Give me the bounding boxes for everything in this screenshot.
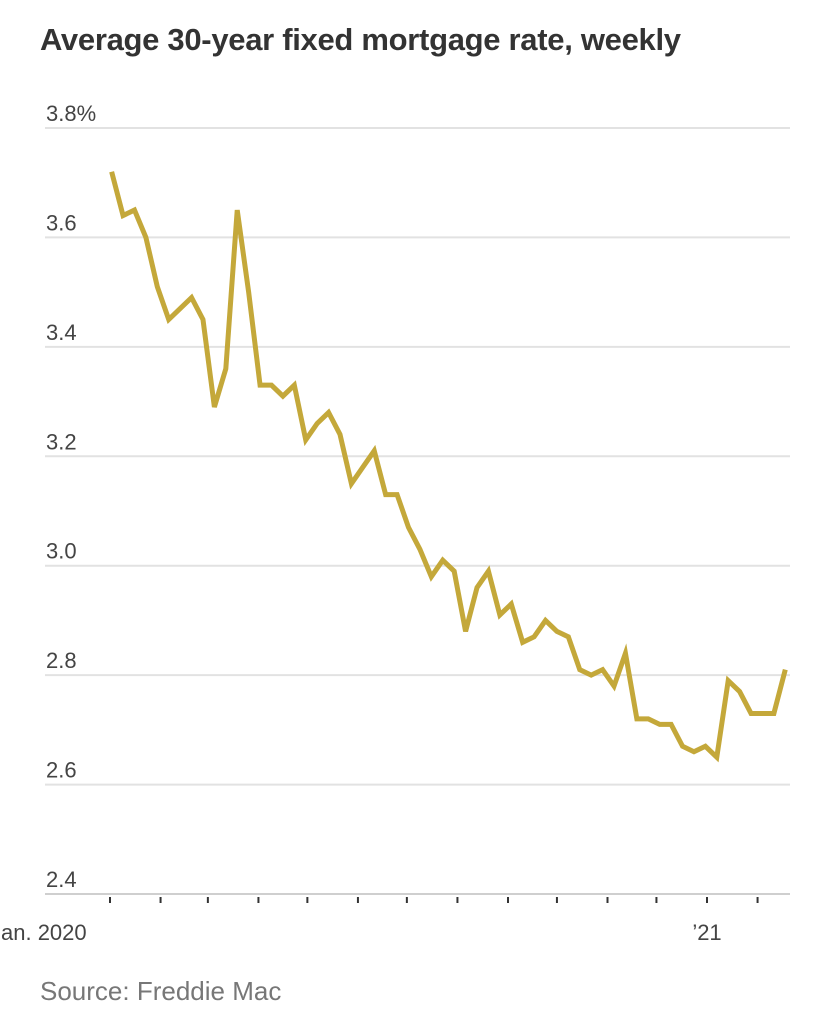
y-tick-label: 3.2 — [46, 429, 77, 454]
x-tick-label: ’21 — [692, 920, 721, 945]
y-tick-label: 3.6 — [46, 210, 77, 235]
y-tick-label: 3.0 — [46, 539, 77, 564]
y-tick-label: 2.8 — [46, 648, 77, 673]
chart-title: Average 30-year fixed mortgage rate, wee… — [40, 22, 681, 57]
y-tick-label: 2.4 — [46, 867, 77, 892]
source-note: Source: Freddie Mac — [40, 976, 282, 1006]
x-tick-label: Jan. 2020 — [0, 920, 87, 945]
y-tick-label: 3.4 — [46, 320, 77, 345]
y-tick-label: 3.8% — [46, 101, 96, 126]
series-line — [109, 171, 788, 763]
y-tick-label: 2.6 — [46, 758, 77, 783]
